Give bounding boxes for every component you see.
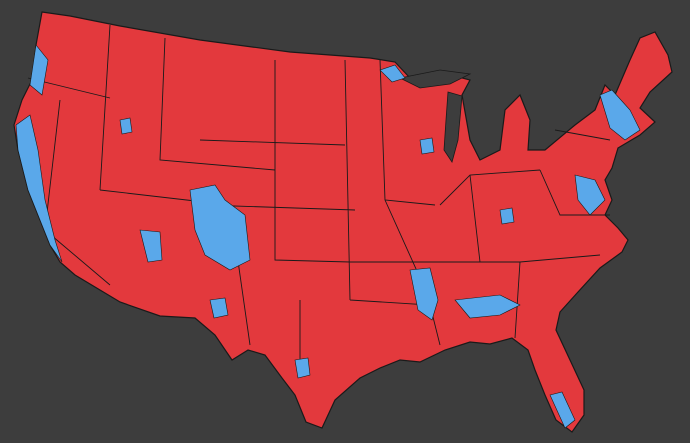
lake-superior (398, 69, 472, 89)
state-borders (27, 24, 611, 362)
lake-michigan (443, 91, 463, 163)
blue-counties (15, 44, 641, 429)
us-outline (13, 11, 673, 433)
